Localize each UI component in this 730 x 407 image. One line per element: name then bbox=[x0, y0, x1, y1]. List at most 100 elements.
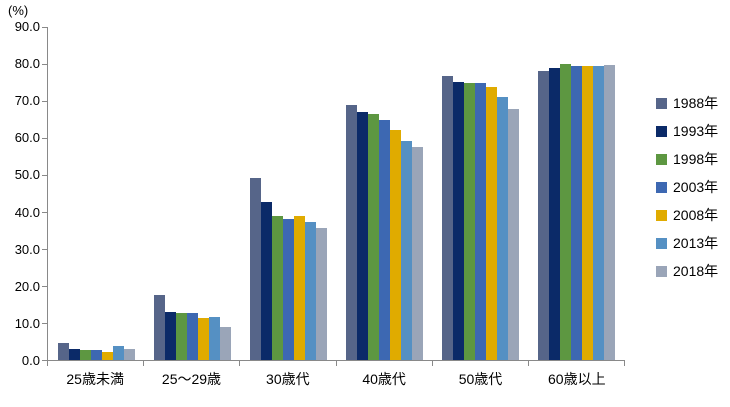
bar-2013年-30歳代 bbox=[304, 221, 316, 360]
bar-1998年-40歳代 bbox=[368, 113, 380, 360]
bar-2013年-40歳代 bbox=[401, 141, 413, 360]
legend-item-2008年: 2008年 bbox=[656, 208, 718, 222]
bar-1998年-50歳代 bbox=[464, 83, 476, 360]
legend-label: 2013年 bbox=[673, 235, 719, 251]
bar-1988年-25歳未満 bbox=[57, 342, 69, 360]
y-tick-mark bbox=[42, 249, 47, 251]
y-tick-mark bbox=[42, 175, 47, 176]
x-tick-mark bbox=[335, 361, 337, 366]
legend-item-1993年: 1993年 bbox=[656, 124, 718, 138]
legend-swatch-icon bbox=[656, 181, 667, 193]
bar-group-60歳以上 bbox=[529, 27, 625, 360]
legend-swatch-icon bbox=[656, 265, 667, 277]
bar-1988年-25～29歳 bbox=[153, 294, 165, 360]
legend-label: 1988年 bbox=[673, 95, 719, 111]
bar-1993年-30歳代 bbox=[260, 201, 272, 360]
y-tick-mark bbox=[42, 64, 47, 66]
bar-group-30歳代 bbox=[240, 27, 336, 360]
y-tick-label: 40.0 bbox=[14, 204, 40, 220]
y-tick-mark bbox=[42, 286, 47, 288]
x-tick-mark bbox=[431, 361, 433, 366]
y-tick-mark bbox=[42, 27, 47, 28]
x-category-label: 50歳代 bbox=[458, 371, 503, 387]
legend-item-1988年: 1988年 bbox=[656, 96, 718, 110]
x-category-label: 30歳代 bbox=[266, 371, 310, 387]
legend-item-2018年: 2018年 bbox=[656, 264, 718, 278]
bar-2018年-25歳未満 bbox=[123, 348, 135, 360]
x-category-label: 60歳以上 bbox=[548, 371, 606, 387]
bar-1988年-60歳以上 bbox=[538, 71, 550, 360]
bar-2018年-50歳代 bbox=[508, 109, 520, 360]
plot-area bbox=[42, 27, 625, 366]
bar-2003年-30歳代 bbox=[282, 219, 294, 360]
y-tick-label: 70.0 bbox=[14, 93, 40, 109]
bar-2018年-25～29歳 bbox=[219, 326, 231, 360]
x-category-label: 25～29歳 bbox=[161, 371, 222, 387]
y-tick-label: 60.0 bbox=[14, 130, 40, 146]
bar-2003年-25歳未満 bbox=[90, 349, 102, 360]
y-tick-label: 30.0 bbox=[14, 241, 40, 257]
y-tick-label: 10.0 bbox=[14, 315, 40, 331]
bar-2013年-50歳代 bbox=[497, 96, 509, 360]
bar-2018年-30歳代 bbox=[315, 227, 327, 360]
bar-1998年-25～29歳 bbox=[175, 313, 187, 360]
y-axis-unit-label: (%) bbox=[8, 3, 29, 18]
bar-2008年-50歳代 bbox=[486, 86, 498, 360]
x-tick-mark bbox=[143, 361, 145, 366]
bar-2013年-25歳未満 bbox=[112, 345, 124, 360]
bar-group-25～29歳 bbox=[144, 27, 240, 360]
bar-1988年-40歳代 bbox=[346, 105, 358, 360]
bar-2003年-60歳以上 bbox=[571, 66, 583, 360]
legend: 1988年 1993年 1998年 2003年 2008年 2013年 2018年 bbox=[656, 96, 718, 278]
y-tick-label: 80.0 bbox=[14, 56, 40, 72]
bar-1998年-30歳代 bbox=[271, 215, 283, 360]
legend-label: 1993年 bbox=[673, 123, 719, 139]
x-tick-mark bbox=[47, 361, 48, 366]
x-tick-mark bbox=[624, 361, 625, 366]
bar-2018年-60歳以上 bbox=[604, 65, 616, 360]
bar-group-40歳代 bbox=[337, 27, 433, 360]
bar-2008年-30歳代 bbox=[293, 216, 305, 360]
x-tick-mark bbox=[239, 361, 241, 366]
bar-1993年-25～29歳 bbox=[164, 312, 176, 360]
bar-1988年-30歳代 bbox=[249, 177, 261, 360]
legend-label: 2003年 bbox=[673, 179, 719, 195]
legend-label: 2008年 bbox=[673, 207, 719, 223]
legend-swatch-icon bbox=[656, 237, 667, 249]
legend-item-2003年: 2003年 bbox=[656, 180, 718, 194]
legend-item-1998年: 1998年 bbox=[656, 152, 718, 166]
bar-2008年-60歳以上 bbox=[582, 65, 594, 360]
bar-1993年-25歳未満 bbox=[68, 348, 80, 360]
y-tick-label: 90.0 bbox=[14, 19, 40, 34]
x-category-label: 25歳未満 bbox=[66, 371, 124, 387]
legend-label: 2018年 bbox=[673, 263, 719, 279]
y-tick-mark bbox=[42, 212, 47, 214]
bar-1998年-60歳以上 bbox=[560, 63, 572, 360]
y-tick-mark bbox=[42, 138, 47, 140]
y-tick-label: 20.0 bbox=[14, 278, 40, 294]
bar-1993年-40歳代 bbox=[357, 112, 369, 360]
bar-2008年-40歳代 bbox=[390, 130, 402, 360]
legend-item-2013年: 2013年 bbox=[656, 236, 718, 250]
bar-2013年-25～29歳 bbox=[208, 317, 220, 360]
bar-2003年-40歳代 bbox=[379, 119, 391, 360]
bar-2003年-50歳代 bbox=[475, 83, 487, 360]
bar-group-50歳代 bbox=[433, 27, 529, 360]
legend-swatch-icon bbox=[656, 209, 667, 221]
bar-1988年-50歳代 bbox=[442, 76, 454, 360]
x-category-label: 40歳代 bbox=[362, 371, 406, 387]
bar-2008年-25歳未満 bbox=[101, 351, 113, 360]
y-tick-label: 0.0 bbox=[21, 353, 40, 368]
bar-2003年-25～29歳 bbox=[186, 312, 198, 360]
y-tick-mark bbox=[42, 101, 47, 102]
legend-swatch-icon bbox=[656, 125, 667, 137]
y-tick-mark bbox=[42, 323, 47, 325]
legend-swatch-icon bbox=[656, 97, 667, 109]
x-tick-mark bbox=[527, 361, 529, 366]
bar-group-25歳未満 bbox=[48, 27, 144, 360]
y-tick-mark bbox=[42, 360, 47, 361]
bar-1993年-60歳以上 bbox=[549, 68, 561, 360]
bar-1993年-50歳代 bbox=[453, 82, 465, 360]
bar-2013年-60歳以上 bbox=[593, 65, 605, 360]
